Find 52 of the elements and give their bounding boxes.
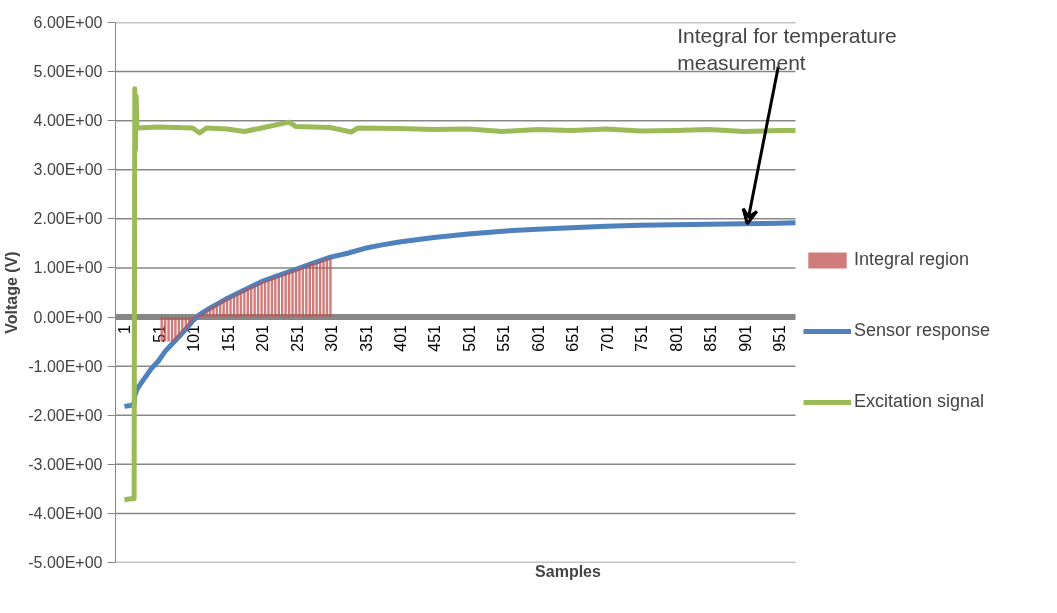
legend-label: Excitation signal xyxy=(854,391,985,412)
x-tick-label: 351 xyxy=(357,324,375,352)
y-tick-label: -1.00E+00 xyxy=(28,357,103,375)
y-tick-label: 1.00E+00 xyxy=(33,259,103,277)
bar xyxy=(298,267,301,318)
x-tick-label: 751 xyxy=(633,324,651,352)
x-tick-label: 951 xyxy=(770,324,788,352)
x-tick-label: 401 xyxy=(392,324,410,352)
bar xyxy=(291,270,294,318)
y-axis-title: Voltage (V) xyxy=(3,251,21,334)
x-tick-label: 551 xyxy=(495,324,513,352)
y-tick-label: 2.00E+00 xyxy=(33,210,103,228)
bar xyxy=(229,296,232,318)
x-tick-label: 701 xyxy=(598,324,616,352)
bar xyxy=(267,279,270,318)
bar xyxy=(174,317,177,341)
bar xyxy=(322,259,325,318)
bar xyxy=(236,292,239,318)
x-tick-label: 301 xyxy=(323,324,341,352)
x-tick-label: 501 xyxy=(460,324,478,352)
bar xyxy=(191,317,194,321)
x-tick-label: 151 xyxy=(219,324,237,352)
x-tick-label: 601 xyxy=(529,324,547,352)
x-tick-label: 851 xyxy=(702,324,720,352)
x-tick-label: 901 xyxy=(736,324,754,352)
bar xyxy=(198,314,201,318)
bar xyxy=(167,317,170,342)
y-tick-label: -3.00E+00 xyxy=(28,455,103,473)
bar xyxy=(205,310,208,318)
y-tick-label: -4.00E+00 xyxy=(28,504,103,522)
y-tick-label: 5.00E+00 xyxy=(33,63,103,81)
legend-label: Sensor response xyxy=(854,320,991,341)
y-tick-label: 3.00E+00 xyxy=(33,161,103,179)
bar xyxy=(181,317,184,334)
x-axis-title: Samples xyxy=(535,562,602,580)
y-tick-label: 6.00E+00 xyxy=(33,14,103,31)
y-tick-label: 0.00E+00 xyxy=(33,308,103,326)
bar xyxy=(260,281,263,318)
x-tick-label: 201 xyxy=(254,324,272,352)
y-tick-label: -2.00E+00 xyxy=(28,406,103,424)
y-tick-label: 4.00E+00 xyxy=(33,112,103,130)
annotation: Integral for temperature measurement xyxy=(677,23,897,75)
x-tick-label: 51 xyxy=(150,324,168,343)
x-tick-label: 451 xyxy=(426,324,444,352)
legend-label: Integral region xyxy=(854,249,970,270)
x-tick-label: 801 xyxy=(667,324,685,352)
x-tick-label: 251 xyxy=(288,324,306,352)
bar xyxy=(329,257,332,318)
x-tick-label: 101 xyxy=(185,324,203,352)
y-tick-label: -5.00E+00 xyxy=(28,554,103,571)
x-tick-label: 1 xyxy=(116,324,134,334)
x-tick-label: 651 xyxy=(564,324,582,352)
